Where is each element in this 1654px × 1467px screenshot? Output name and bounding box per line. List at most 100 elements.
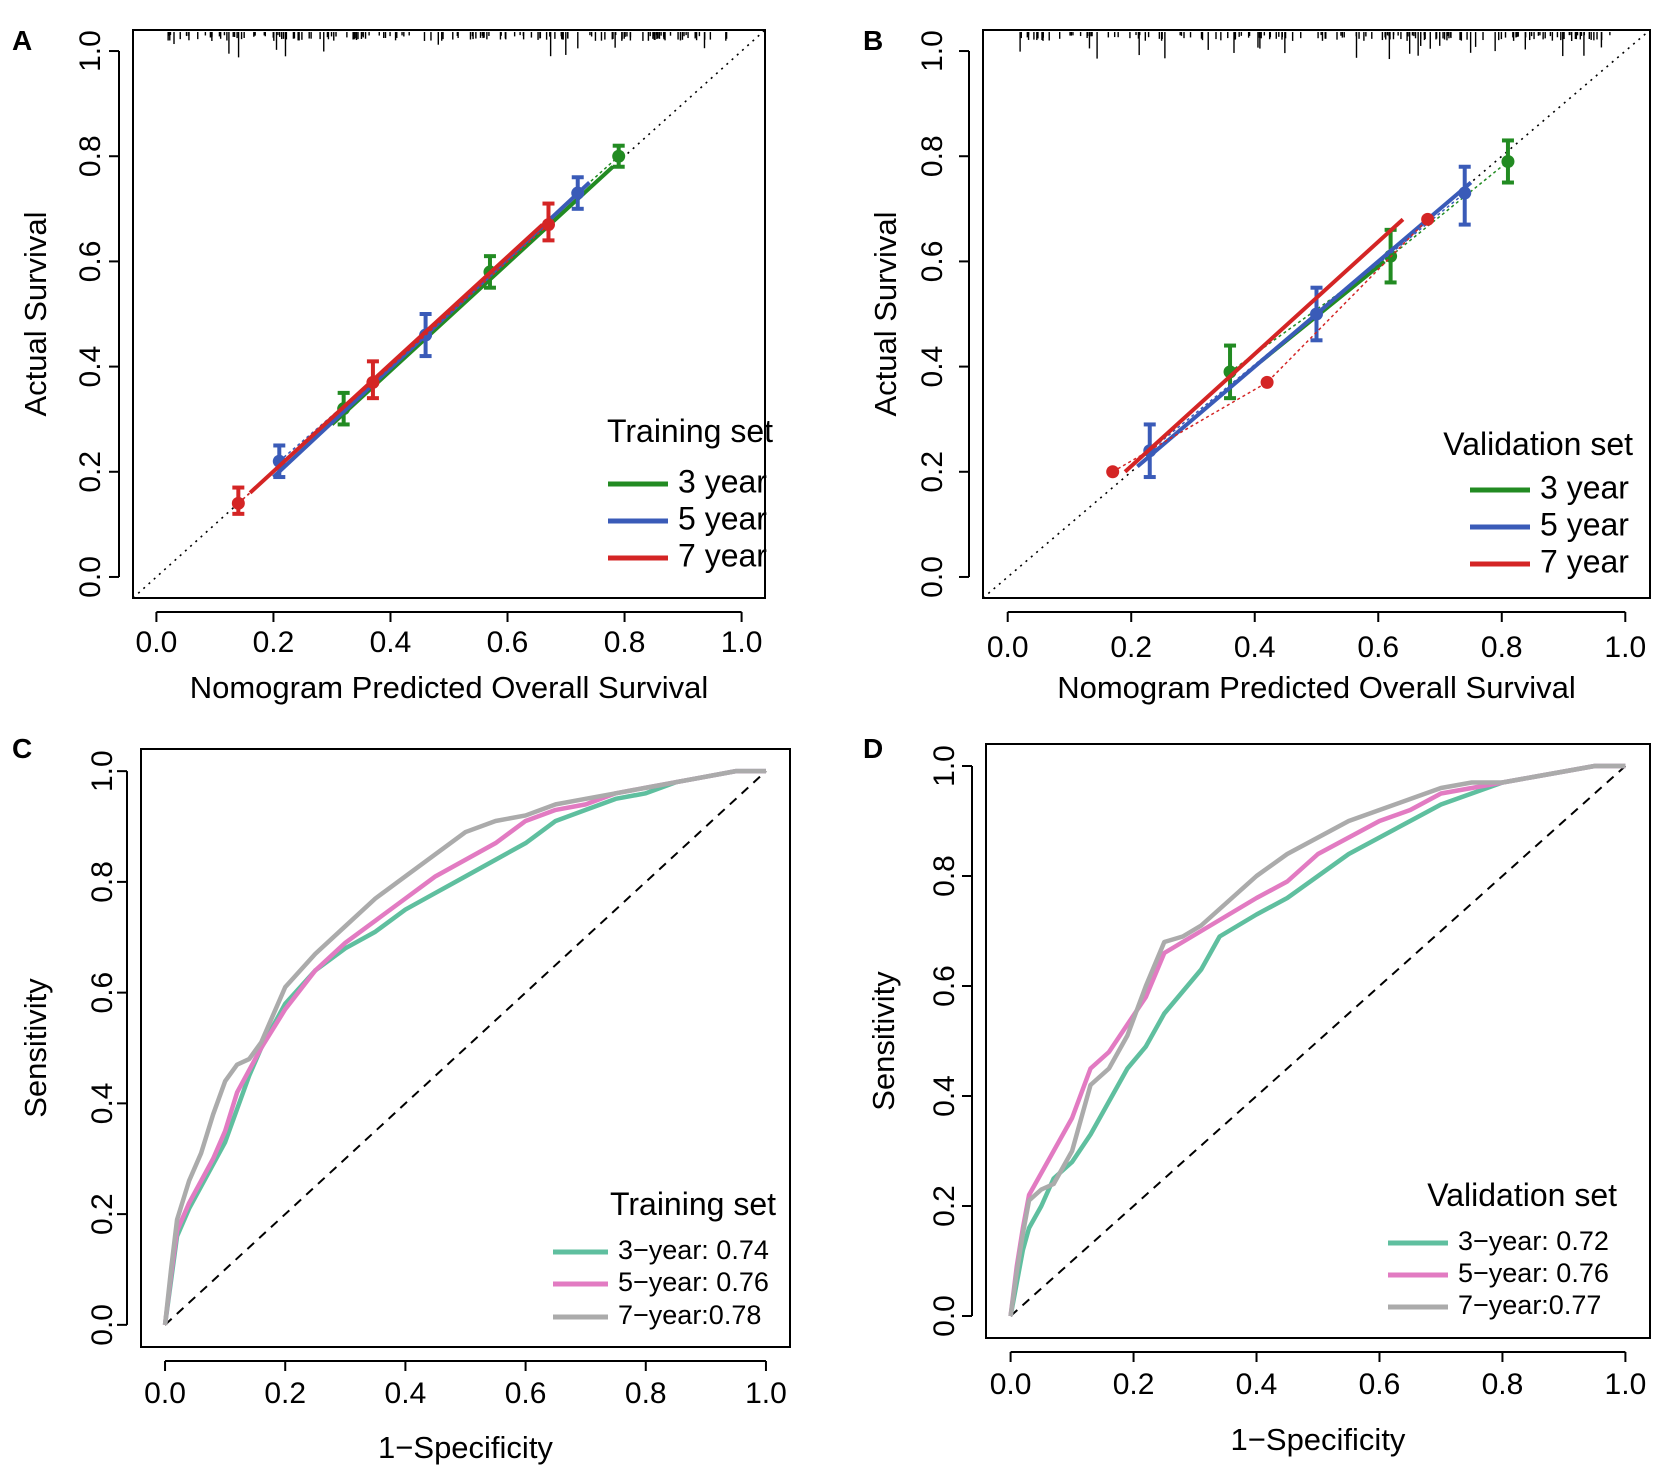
roc-curve [162,768,766,1326]
x-tick-label: 0.2 [1113,1368,1155,1401]
y-axis-title: Actual Survival [18,211,53,416]
roc-curve [1008,763,1626,1317]
y-tick-label: 0.2 [86,1193,119,1235]
panel-d: D 0.0 0.2 0.4 0.6 0.8 1.0 0.0 0.2 0.4 0.6 0.8 1.0 1−S… [863,733,1651,1457]
y-axis-title: Sensitivity [18,978,53,1118]
data-point [1501,154,1515,168]
x-tick-label: 0.4 [370,626,412,659]
data-point [1106,465,1120,479]
x-tick-label: 0.0 [144,1377,186,1410]
y-tick-label: 0.0 [86,1304,119,1346]
legend-label: 5−year: 0.76 [618,1267,769,1297]
series-7-year-0-78 [162,768,766,1326]
x-tick-label: 0.8 [1482,1368,1524,1401]
x-tick-label: 0.2 [253,626,295,659]
panel-tag: A [12,25,32,56]
x-tick-label: 0.2 [264,1377,306,1410]
y-tick-label: 1.0 [916,30,949,72]
y-tick-label: 0.8 [74,135,107,177]
y-tick-label: 0.4 [86,1083,119,1125]
x-tick-label: 0.8 [604,626,646,659]
legend-label: 3−year: 0.72 [1458,1226,1609,1256]
x-tick-label: 0.6 [1359,1368,1401,1401]
x-tick-label: 0.0 [987,631,1029,664]
reference-diagonal [164,770,767,1326]
legend-label: 7−year:0.77 [1458,1290,1601,1320]
y-tick-label: 0.6 [928,965,961,1007]
panel-tag: B [863,25,883,56]
y-tick-label: 0.0 [916,556,949,598]
legend-label: 3 year [678,463,767,499]
legend-label: 7−year:0.78 [618,1300,761,1330]
calibration-fit-line [248,223,544,495]
series-7-year [1106,212,1435,479]
x-axis-title: 1−Specificity [1231,1422,1406,1457]
series-3-year-0-74 [162,768,766,1326]
y-tick-label: 0.6 [86,972,119,1014]
data-point [1260,375,1274,389]
x-tick-label: 1.0 [745,1377,787,1410]
y-tick-label: 0.2 [916,451,949,493]
legend-title: Training set [607,413,773,449]
y-tick-label: 0.4 [928,1075,961,1117]
series-7-year [231,201,555,516]
legend-label: 7 year [678,537,767,573]
rug-marks [167,32,728,58]
legend-label: 3 year [1540,469,1629,505]
x-tick-label: 0.6 [487,626,529,659]
series-7-year-0-77 [1008,763,1626,1317]
roc-curve [1008,763,1626,1317]
data-point [1458,186,1472,200]
legend-title: Validation set [1427,1177,1617,1213]
x-axis-title: Nomogram Predicted Overall Survival [1057,670,1576,705]
y-tick-label: 1.0 [74,30,107,72]
legend-label: 5 year [678,500,767,536]
x-tick-label: 1.0 [1604,631,1646,664]
legend-label: 5−year: 0.76 [1458,1258,1609,1288]
data-point [1310,307,1323,321]
calibration-connector [1149,192,1466,452]
legend-title: Training set [610,1186,776,1222]
rug-marks [1019,32,1611,60]
legend: Training set 3−year: 0.745−year: 0.767−ye… [553,1186,776,1330]
series-5-year-0-76 [1008,763,1626,1317]
y-axis-title: Sensitivity [866,971,901,1111]
x-tick-label: 0.6 [1357,631,1399,664]
y-tick-label: 0.6 [74,241,107,283]
y-tick-label: 1.0 [928,745,961,787]
x-tick-label: 0.4 [1234,631,1276,664]
y-tick-label: 0.8 [86,861,119,903]
panel-tag: C [12,733,32,764]
series-5-year [1136,164,1473,480]
x-tick-label: 0.0 [990,1368,1032,1401]
plot-frame [982,29,1651,599]
panel-b: B 0.0 0.2 0.4 0.6 0.8 1.0 0.0 0.2 0.4 0.6 0.8 1.0 Nom… [863,25,1651,705]
x-axis-title: Nomogram Predicted Overall Survival [190,670,709,705]
y-tick-label: 0.8 [916,135,949,177]
legend: Validation set 3−year: 0.725−year: 0.767−… [1388,1177,1617,1320]
x-tick-label: 0.4 [1236,1368,1278,1401]
data-point [541,218,555,232]
x-tick-label: 0.8 [1481,631,1523,664]
y-tick-label: 1.0 [86,750,119,792]
x-tick-label: 0.8 [625,1377,667,1410]
panel-c: C 0.0 0.2 0.4 0.6 0.8 1.0 0.0 0.2 0.4 0.6 0.8 1.0 1−S… [12,733,791,1465]
y-tick-label: 0.4 [916,346,949,388]
plot-frame [132,29,766,599]
roc-curve [162,768,766,1326]
legend-label: 7 year [1540,543,1629,579]
calibration-connector [1112,218,1429,473]
x-tick-label: 1.0 [1605,1368,1647,1401]
plot-frame [140,748,791,1348]
y-tick-label: 0.2 [74,451,107,493]
data-point [366,375,380,389]
x-tick-label: 1.0 [721,626,763,659]
x-tick-label: 0.4 [385,1377,427,1410]
calibration-fit-line [1123,217,1405,474]
legend-label: 3−year: 0.74 [618,1235,769,1265]
y-tick-label: 0.6 [916,241,949,283]
y-tick-label: 0.2 [928,1185,961,1227]
